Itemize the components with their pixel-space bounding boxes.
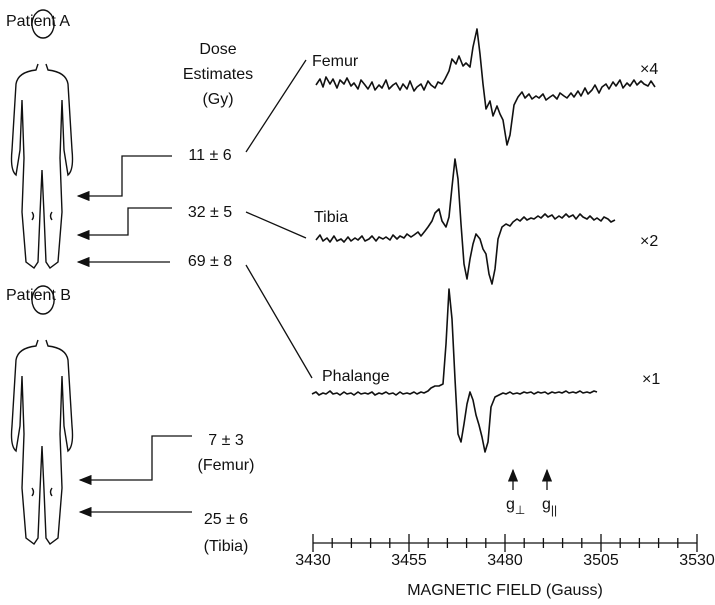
g-base: g	[542, 496, 551, 513]
spectrum	[315, 28, 656, 146]
patient-label: Patient B	[6, 287, 71, 304]
dose-site: (Femur)	[198, 457, 255, 474]
scale-label: ×2	[640, 233, 658, 250]
g-label: g⊥	[506, 496, 525, 517]
dose-label: 25 ± 6	[204, 511, 248, 528]
x-tick-label: 3430	[295, 552, 331, 569]
x-tick-label: 3505	[583, 552, 619, 569]
x-tick-label: 3480	[487, 552, 523, 569]
body-outline	[10, 285, 74, 546]
dose-label: 7 ± 3	[208, 432, 244, 449]
g-sub: ||	[551, 503, 557, 517]
ticks: 3430 3455 3480 3505 3530	[295, 534, 715, 569]
patient-label: Patient A	[6, 13, 70, 30]
g-label: g||	[542, 496, 557, 517]
dose-header: Dose	[199, 41, 236, 58]
connector	[245, 59, 313, 379]
body-outline	[10, 9, 74, 270]
arrow	[76, 155, 172, 202]
arrow	[78, 435, 192, 486]
spectrum-label: Femur	[312, 53, 359, 70]
dose-header: (Gy)	[202, 91, 233, 108]
spectrum	[311, 288, 598, 453]
dose-header: Estimates	[183, 66, 253, 83]
x-tick-label: 3530	[679, 552, 715, 569]
scale-label: ×4	[640, 61, 658, 78]
dose-label: 11 ± 6	[188, 147, 231, 164]
dose-site: (Tibia)	[204, 538, 249, 555]
spectrum	[315, 158, 616, 285]
spectrum-label: Phalange	[322, 368, 390, 385]
dose-label: 32 ± 5	[188, 204, 232, 221]
scale-label: ×1	[642, 371, 660, 388]
x-tick-label: 3455	[391, 552, 427, 569]
axis-label: MAGNETIC FIELD (Gauss)	[407, 582, 603, 599]
arrow	[76, 207, 172, 241]
g-base: g	[506, 496, 515, 513]
dose-label: 69 ± 8	[188, 253, 232, 270]
spectrum-label: Tibia	[314, 209, 348, 226]
g-sub: ⊥	[515, 503, 525, 517]
